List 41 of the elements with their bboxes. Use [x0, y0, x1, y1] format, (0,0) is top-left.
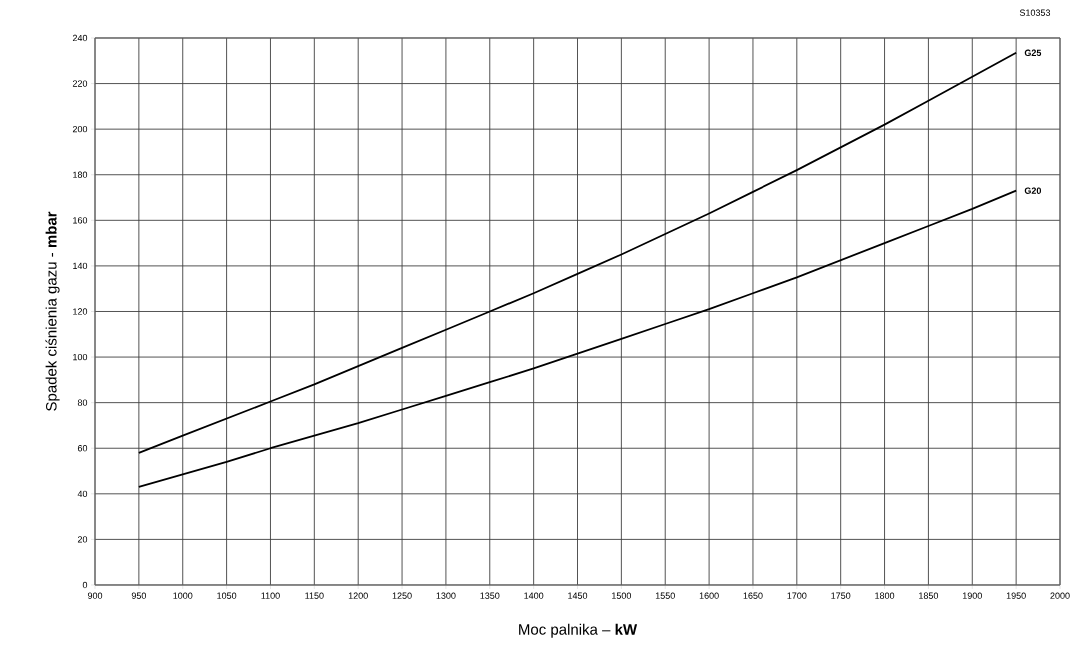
x-tick-label: 1850	[919, 592, 939, 599]
x-tick-label: 1100	[261, 592, 280, 599]
x-tick-label: 1050	[217, 592, 237, 599]
x-tick-label: 1200	[348, 592, 368, 599]
y-tick-label: 60	[77, 445, 88, 452]
y-tick-label: 220	[72, 80, 88, 87]
x-tick-label: 1150	[305, 592, 324, 599]
x-tick-label: 1350	[480, 592, 500, 599]
series-label: G20	[1024, 187, 1042, 194]
x-tick-label: 1450	[568, 592, 588, 599]
x-tick-label: 1300	[436, 592, 456, 599]
y-tick-label: 20	[77, 536, 88, 543]
x-tick-label: 1700	[787, 592, 807, 599]
x-tick-label: 1400	[524, 592, 544, 599]
x-tick-label: 1650	[743, 592, 763, 599]
x-tick-label: 1950	[1006, 592, 1026, 599]
y-tick-label: 80	[77, 399, 88, 406]
y-tick-label: 200	[72, 125, 88, 133]
y-axis-title: Spadek ciśnienia gazu - mbar	[45, 211, 60, 411]
y-tick-label: 180	[73, 171, 88, 178]
x-tick-label: 1900	[962, 592, 982, 599]
x-tick-label: 1550	[655, 592, 675, 599]
x-tick-label: 950	[131, 592, 147, 599]
y-tick-label: 40	[77, 490, 88, 498]
x-axis-title: Moc palnika – kW	[519, 623, 638, 638]
x-tick-label: 1000	[173, 592, 193, 599]
text: S10353	[1019, 9, 1051, 16]
x-tick-label: 1600	[699, 592, 719, 599]
x-tick-label: 1500	[612, 592, 632, 599]
y-tick-label: 0	[82, 581, 88, 589]
y-tick-label: 240	[72, 34, 88, 42]
y-tick-label: 120	[73, 308, 88, 315]
y-tick-label: 160	[73, 217, 88, 224]
series-label: G25	[1024, 49, 1042, 56]
x-tick-label: 2000	[1050, 592, 1070, 599]
x-tick-label: 900	[87, 592, 103, 599]
x-tick-label: 1800	[875, 592, 895, 599]
y-tick-label: 100	[73, 353, 88, 361]
x-tick-label: 1750	[831, 592, 851, 599]
y-tick-label: 140	[73, 262, 88, 270]
x-tick-label: 1250	[392, 592, 412, 599]
